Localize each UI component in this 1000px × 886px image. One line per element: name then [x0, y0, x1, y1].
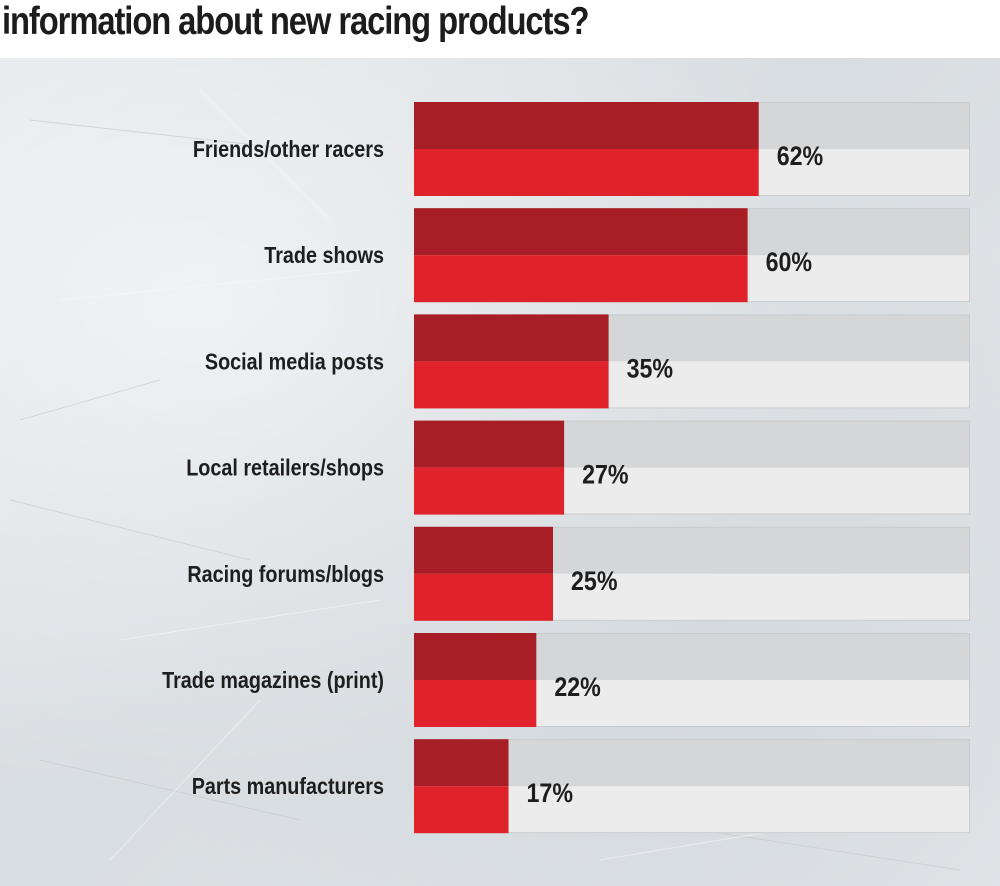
- bar-0-bottom: [414, 149, 759, 196]
- category-label: Racing forums/blogs: [187, 561, 384, 587]
- value-label: 35%: [627, 354, 673, 384]
- bar-1-top: [414, 208, 748, 256]
- value-label: 17%: [527, 779, 573, 809]
- bar-6-bottom: [414, 786, 509, 834]
- value-label: 27%: [582, 460, 628, 490]
- bar-3-top: [414, 420, 565, 468]
- texture-scratch: [59, 269, 361, 301]
- bar-5-top: [414, 633, 537, 680]
- bar-2-bottom: [414, 361, 609, 409]
- value-label: 22%: [554, 672, 600, 702]
- value-label: 25%: [571, 566, 617, 596]
- bar-3-bottom: [414, 467, 565, 515]
- texture-scratch: [119, 599, 381, 641]
- texture-scratch: [39, 759, 301, 821]
- bar-5-bottom: [414, 680, 537, 727]
- texture-scratch: [19, 379, 161, 421]
- title-bar: information about new racing products?: [0, 0, 1000, 58]
- value-label: 60%: [766, 248, 812, 278]
- texture-scratch: [9, 499, 251, 561]
- bar-0-top: [414, 102, 759, 149]
- category-label: Trade shows: [264, 243, 384, 269]
- bar-1-bottom: [414, 255, 748, 303]
- bar-4-top: [414, 526, 553, 574]
- bar-6-top: [414, 739, 509, 787]
- background-texture: [9, 89, 961, 871]
- chart-title: information about new racing products?: [2, 0, 590, 43]
- texture-scratch: [109, 699, 261, 861]
- category-label: Parts manufacturers: [192, 774, 384, 800]
- category-label: Local retailers/shops: [186, 455, 384, 481]
- bar-2-top: [414, 314, 609, 362]
- texture-scratch: [199, 89, 331, 221]
- texture-scratch: [699, 829, 961, 871]
- category-label: Friends/other racers: [193, 137, 384, 163]
- category-label: Trade magazines (print): [162, 668, 384, 694]
- bars-group: Friends/other racers 62% Trade shows 60% Soc…: [162, 102, 970, 834]
- category-label: Social media posts: [205, 349, 384, 375]
- value-label: 62%: [777, 141, 823, 171]
- bar-4-bottom: [414, 573, 553, 621]
